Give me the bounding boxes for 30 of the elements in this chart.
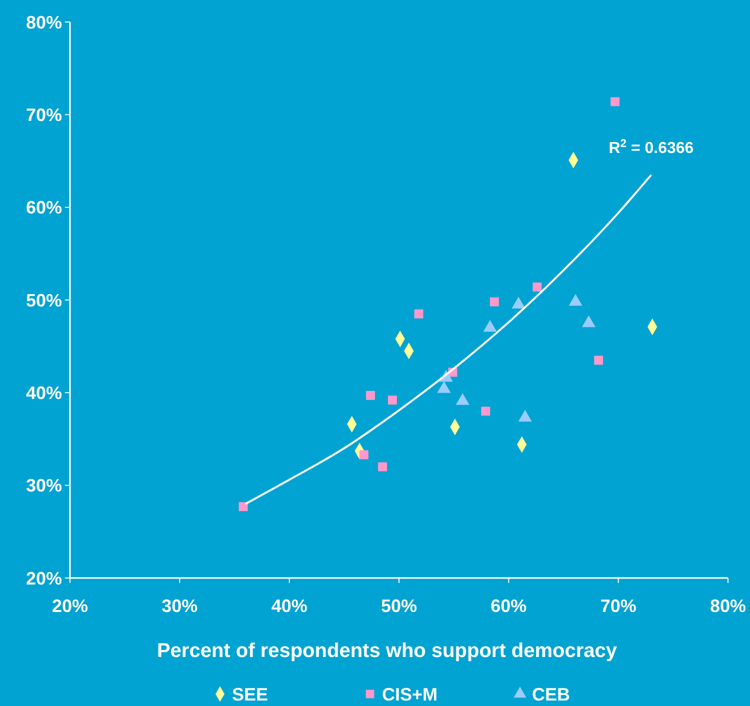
point xyxy=(532,282,542,292)
y-tick-label: 30% xyxy=(26,476,62,496)
legend-label: CEB xyxy=(532,684,570,704)
x-tick-label: 20% xyxy=(52,596,88,616)
point xyxy=(388,396,397,405)
y-tick-label: 60% xyxy=(26,198,62,218)
y-tick-label: 40% xyxy=(26,382,62,403)
point xyxy=(610,97,620,106)
x-tick-label: 80% xyxy=(710,596,746,616)
x-axis-title: Percent of respondents who support democracy xyxy=(156,640,618,662)
y-tick-label: 70% xyxy=(26,104,62,125)
legend-label: CIS+M xyxy=(382,684,438,704)
point xyxy=(238,502,248,512)
point xyxy=(594,356,604,365)
y-tick-label: 50% xyxy=(26,290,62,310)
y-tick-label: 80% xyxy=(26,12,62,32)
point xyxy=(366,390,375,400)
annotation: R$^{2}$ = 0.6366 xyxy=(608,138,694,157)
x-tick-label: 50% xyxy=(380,596,418,616)
point xyxy=(481,406,490,416)
x-tick-label: 60% xyxy=(490,596,527,616)
legend-label: SEE xyxy=(232,684,268,704)
x-tick-label: 40% xyxy=(271,596,308,616)
x-tick-label: 30% xyxy=(162,596,198,616)
point xyxy=(378,462,388,472)
point xyxy=(414,309,424,318)
y-tick-label: 20% xyxy=(26,568,62,588)
point xyxy=(490,297,499,306)
point xyxy=(359,450,368,460)
x-tick-label: 70% xyxy=(600,596,636,616)
